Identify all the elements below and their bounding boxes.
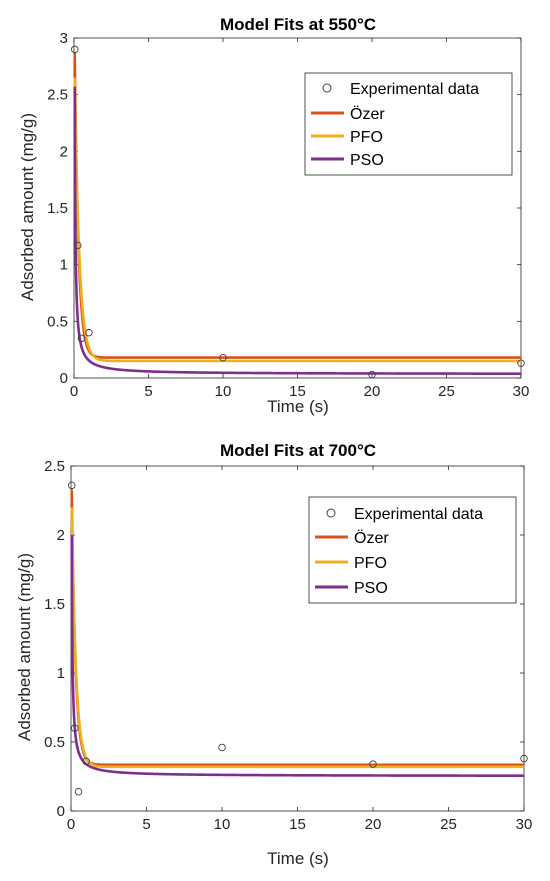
chart-panel-700: Model Fits at 700°C 0 5 10 15 20 25 30 0 0.5 1 1.5…	[15, 441, 532, 868]
data-point-experimental	[82, 757, 90, 766]
legend-label-ozer: Özer	[354, 529, 389, 547]
data-point-experimental	[70, 45, 79, 54]
y-tick-label: 3	[60, 30, 68, 47]
y-tick-label: 0	[57, 803, 65, 820]
y-tick-label: 0.5	[44, 734, 65, 751]
legend-label-ozer: Özer	[350, 105, 385, 123]
legend-marker-experimental	[322, 83, 332, 93]
data-point-experimental	[218, 743, 226, 752]
data-point-experimental	[369, 760, 377, 768]
x-tick-label: 0	[67, 816, 75, 833]
x-tick-label: 0	[70, 383, 78, 400]
x-tick-label: 10	[215, 383, 232, 400]
x-tick-label: 30	[516, 816, 533, 833]
legend-box	[308, 496, 517, 604]
data-point-experimental	[85, 328, 93, 337]
x-tick-label: 5	[144, 383, 152, 400]
legend-label-pfo: PFO	[354, 555, 387, 572]
legend: Experimental data Özer PFO PSO	[308, 496, 517, 604]
data-point-experimental	[368, 370, 376, 379]
x-tick-label: 5	[142, 816, 150, 833]
chart-title: Model Fits at 550°C	[220, 15, 376, 34]
y-tick-label: 1	[57, 665, 65, 682]
y-tick-label: 0	[60, 370, 68, 387]
legend-label-pso: PSO	[354, 580, 388, 597]
y-tick-label: 2.5	[44, 458, 65, 475]
y-tick-label: 1.5	[44, 596, 65, 613]
legend-label-pso: PSO	[350, 152, 384, 169]
y-tick-label: 2.5	[47, 87, 68, 104]
x-tick-label: 20	[364, 383, 381, 400]
series-line-ozer	[73, 51, 521, 359]
data-point-experimental	[71, 724, 79, 732]
x-tick-label: 25	[440, 816, 457, 833]
y-tick-label: 2	[57, 527, 65, 544]
legend: Experimental data Özer PFO PSO	[304, 72, 513, 176]
legend-marker-experimental	[326, 508, 336, 518]
y-tick-label: 1.5	[47, 200, 68, 217]
series-line-pfo	[73, 76, 521, 363]
x-axis-label: Time (s)	[267, 849, 329, 868]
series-line-pfo	[70, 506, 524, 769]
x-tick-label: 30	[513, 383, 530, 400]
x-tick-label: 10	[214, 816, 231, 833]
x-tick-label: 15	[289, 816, 306, 833]
data-point-experimental	[517, 359, 525, 368]
series-line-pso	[70, 534, 524, 777]
y-tick-label: 1	[60, 257, 68, 274]
y-tick-label: 0.5	[47, 313, 68, 330]
data-point-experimental	[520, 754, 528, 763]
chart-panel-550: Model Fits at 550°C 0 5 10 15 20 25 30 0 0.5 1 1.5…	[18, 15, 529, 416]
y-tick-label: 2	[60, 143, 68, 160]
data-point-experimental	[74, 787, 83, 796]
data-point-experimental	[73, 241, 82, 250]
x-tick-label: 25	[438, 383, 455, 400]
legend-label-experimental: Experimental data	[350, 81, 479, 98]
data-point-experimental	[68, 481, 76, 490]
y-axis-label: Adsorbed amount (mg/g)	[15, 553, 34, 741]
x-axis-label: Time (s)	[267, 397, 329, 416]
series-line-pso	[73, 85, 521, 375]
data-point-experimental	[77, 334, 86, 343]
chart-title: Model Fits at 700°C	[220, 441, 376, 460]
legend-label-pfo: PFO	[350, 129, 383, 146]
x-tick-label: 20	[365, 816, 382, 833]
x-tick-label: 15	[289, 383, 306, 400]
data-point-experimental	[219, 353, 227, 362]
legend-label-experimental: Experimental data	[354, 506, 483, 523]
y-axis-label: Adsorbed amount (mg/g)	[18, 113, 37, 301]
